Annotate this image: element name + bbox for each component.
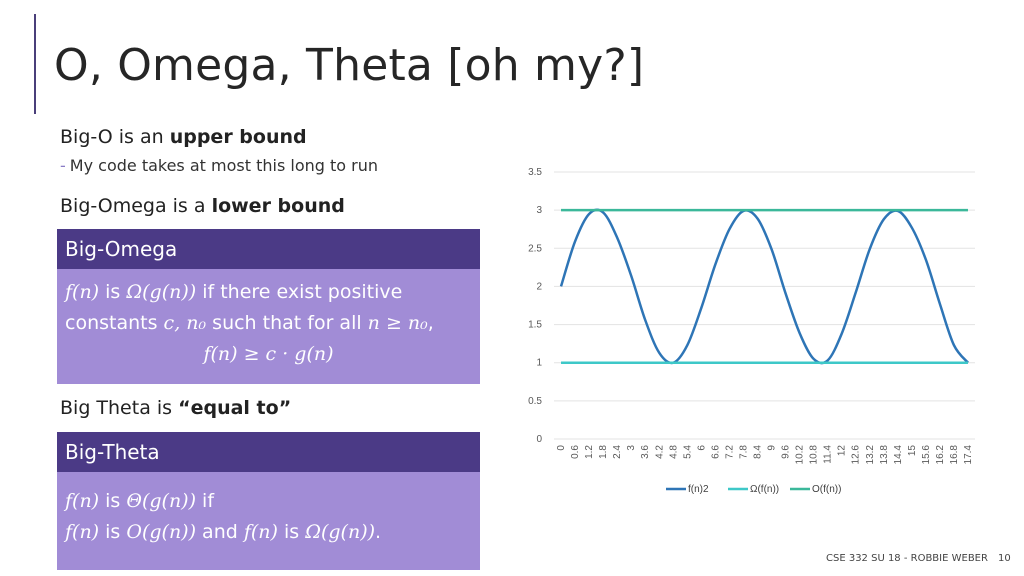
x-tick-label: 15 xyxy=(907,445,918,457)
omega-fn: f(n) xyxy=(65,281,100,303)
omega-expr: Ω(g(n)) xyxy=(126,281,197,303)
slide-title: O, Omega, Theta [oh my?] xyxy=(54,40,645,91)
slide-number: 10 xyxy=(998,553,1011,564)
theta-expr: Θ(g(n)) xyxy=(126,490,197,512)
x-tick-label: 17.4 xyxy=(963,445,974,465)
x-tick-label: 4.2 xyxy=(654,445,665,459)
x-tick-label: 13.8 xyxy=(879,445,890,465)
x-tick-label: 14.4 xyxy=(893,445,904,465)
omega-if-text: if there exist positive xyxy=(196,281,403,303)
x-tick-label: 5.4 xyxy=(682,445,693,459)
omega-line-3: f(n) ≥ c · g(n) xyxy=(65,339,472,370)
x-tick-label: 13.2 xyxy=(865,445,876,465)
x-tick-label: 10.2 xyxy=(795,445,806,465)
title-accent-bar xyxy=(34,14,36,114)
omega-is: is xyxy=(99,281,127,303)
bounds-line-chart: 00.511.522.533.50 0.6 1.2 1.8 2.4 3 3.6 4.2 4.8 5… xyxy=(528,167,975,495)
omega-line-2: constants c, n₀ such that for all n ≥ n₀… xyxy=(65,308,472,339)
omega-forall-text: such that for all xyxy=(206,312,368,334)
x-tick-label: 7.2 xyxy=(724,445,735,459)
x-tick-label: 3.6 xyxy=(640,445,651,459)
omega-constants-text: constants xyxy=(65,312,164,334)
x-tick-label: 8.4 xyxy=(752,445,763,459)
sub-bullet-dash: - xyxy=(60,156,66,175)
theta-period: . xyxy=(375,521,382,543)
x-tick-label: 0 xyxy=(556,445,567,451)
bullet-big-omega-emphasis: lower bound xyxy=(211,195,345,217)
x-tick-label: 15.6 xyxy=(921,445,932,465)
theta-is-2: is xyxy=(99,521,127,543)
theta-box-header: Big-Theta xyxy=(57,432,480,472)
theta-box-body: f(n) is Θ(g(n)) if f(n) is O(g(n)) and f… xyxy=(57,472,480,570)
omega-condition: n ≥ n₀ xyxy=(367,312,428,334)
theta-line-2: f(n) is O(g(n)) and f(n) is Ω(g(n)). xyxy=(65,517,472,548)
legend-label: f(n)2 xyxy=(688,484,709,495)
x-tick-label: 11.4 xyxy=(823,445,834,464)
theta-big-o-expr: O(g(n)) xyxy=(126,521,197,543)
y-tick-label: 2 xyxy=(536,281,542,292)
theta-fn: f(n) xyxy=(65,490,100,512)
x-tick-label: 12.6 xyxy=(851,445,862,465)
omega-constants: c, n₀ xyxy=(163,312,207,334)
omega-inequality: f(n) ≥ c · g(n) xyxy=(203,343,334,365)
x-tick-label: 10.8 xyxy=(809,445,820,465)
omega-box-header: Big-Omega xyxy=(57,229,480,269)
sub-bullet-text: My code takes at most this long to run xyxy=(69,156,378,175)
y-tick-label: 0 xyxy=(536,434,542,445)
theta-is-3: is xyxy=(277,521,306,543)
theta-and-text: and xyxy=(196,521,244,543)
legend-label: Ω(f(n)) xyxy=(750,484,779,495)
omega-comma: , xyxy=(427,312,434,334)
x-tick-label: 12 xyxy=(837,445,848,457)
omega-line-1: f(n) is Ω(g(n)) if there exist positive xyxy=(65,277,472,308)
x-tick-label: 16.8 xyxy=(949,445,960,465)
bullet-big-o-text: Big-O is an xyxy=(60,126,170,148)
x-tick-label: 1.2 xyxy=(584,445,595,459)
bullet-big-o-emphasis: upper bound xyxy=(169,126,307,148)
theta-if-text: if xyxy=(196,490,215,512)
sub-bullet-big-o: - My code takes at most this long to run xyxy=(60,156,378,175)
theta-fn-2: f(n) xyxy=(65,521,100,543)
x-tick-label: 1.8 xyxy=(598,445,609,459)
y-tick-label: 1.5 xyxy=(528,320,542,331)
theta-line-1: f(n) is Θ(g(n)) if xyxy=(65,486,472,517)
x-tick-label: 16.2 xyxy=(935,445,946,465)
x-tick-label: 0.6 xyxy=(570,445,581,459)
bullet-big-omega-text: Big-Omega is a xyxy=(60,195,212,217)
bullet-big-theta: Big Theta is “equal to” xyxy=(60,397,291,419)
x-tick-label: 2.4 xyxy=(612,445,623,459)
x-tick-label: 9.6 xyxy=(781,445,792,459)
theta-is: is xyxy=(99,490,127,512)
theta-omega-expr: Ω(g(n)) xyxy=(305,521,376,543)
legend-label: O(f(n)) xyxy=(812,484,841,495)
x-tick-label: 7.8 xyxy=(738,445,749,459)
footer-course: CSE 332 SU 18 - ROBBIE WEBER xyxy=(826,553,988,564)
y-tick-label: 1 xyxy=(536,358,542,369)
theta-fn-3: f(n) xyxy=(243,521,278,543)
x-tick-label: 3 xyxy=(626,445,637,451)
y-tick-label: 0.5 xyxy=(528,396,542,407)
bullet-big-theta-text: Big Theta is xyxy=(60,397,179,419)
y-tick-label: 3.5 xyxy=(528,167,542,178)
theta-definition-box: Big-Theta f(n) is Θ(g(n)) if f(n) is O(g… xyxy=(57,432,480,570)
bullet-big-theta-emphasis: “equal to” xyxy=(178,397,292,419)
omega-definition-box: Big-Omega f(n) is Ω(g(n)) if there exist… xyxy=(57,229,480,384)
x-tick-label: 6 xyxy=(696,445,707,451)
x-tick-label: 9 xyxy=(767,445,778,451)
bullet-big-omega: Big-Omega is a lower bound xyxy=(60,195,345,217)
x-tick-label: 6.6 xyxy=(710,445,721,459)
series-line-0 xyxy=(559,208,969,365)
y-tick-label: 3 xyxy=(536,205,542,216)
bullet-big-o: Big-O is an upper bound xyxy=(60,126,307,148)
omega-box-body: f(n) is Ω(g(n)) if there exist positive … xyxy=(57,269,480,384)
x-tick-label: 4.8 xyxy=(668,445,679,459)
y-tick-label: 2.5 xyxy=(528,243,542,254)
